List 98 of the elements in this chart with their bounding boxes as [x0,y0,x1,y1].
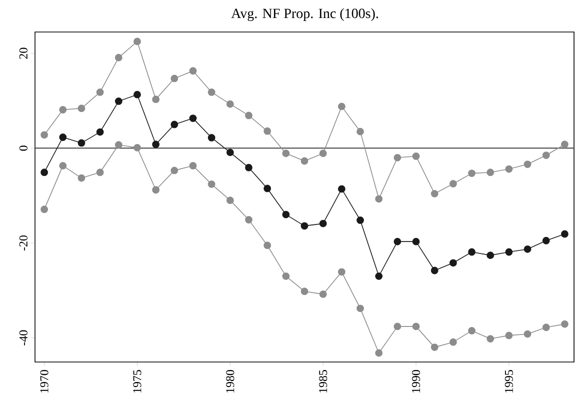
point [245,216,252,224]
point [375,195,383,203]
point [134,90,141,98]
point [338,268,346,276]
point [449,259,457,267]
point [189,67,197,75]
x-tick-label: 1980 [226,370,234,392]
point [96,88,104,96]
y-tick-label: 20 [19,48,28,59]
point [319,220,327,228]
x-tick-label: 1995 [504,370,513,392]
point [78,104,86,112]
point [114,98,122,105]
point [189,162,197,170]
point [505,332,513,340]
point [282,150,290,158]
point [134,38,141,46]
point [152,140,160,148]
point [561,320,568,328]
point [375,272,383,280]
point [40,131,48,139]
point [134,144,141,152]
point [524,160,532,168]
point [356,304,364,312]
point [561,140,568,148]
point [300,157,308,165]
point [468,248,476,256]
point [430,190,438,198]
point [226,148,234,156]
point [542,324,550,332]
point [300,222,308,230]
point [40,168,48,176]
point [319,290,327,298]
point [189,114,197,122]
point [59,134,67,141]
point [394,322,402,330]
point [412,322,420,330]
point [412,238,420,246]
point [208,180,216,188]
point [319,150,327,158]
point [394,154,402,162]
point [468,327,476,334]
point [226,100,234,108]
point [505,165,513,173]
point [59,106,67,114]
x-tick-label: 1975 [133,370,142,392]
point [486,168,494,176]
point [542,236,550,244]
y-tick-label: -20 [19,235,28,251]
point [245,112,252,120]
point [524,245,532,253]
point [114,54,122,62]
point [226,196,234,204]
point [96,168,104,176]
y-tick-label: -40 [19,330,28,346]
point [561,230,568,238]
point [170,166,178,174]
point [245,164,252,172]
point [356,216,364,224]
point [264,127,272,135]
point [505,248,513,256]
point [152,186,160,194]
point [524,330,532,338]
point [114,141,122,149]
x-tick-label: 1970 [40,370,48,392]
point [96,128,104,136]
point [338,185,346,193]
point [78,139,86,147]
x-tick-label: 1990 [412,370,420,392]
point [170,74,178,82]
point [338,102,346,110]
point [282,272,290,280]
point [449,180,457,188]
point [78,174,86,182]
point [282,210,290,218]
point [430,344,438,351]
chart-title: Avg. NF Prop. Inc (100s). [231,8,378,22]
point [356,128,364,136]
y-tick-label: 0 [19,146,28,151]
point [375,349,383,357]
point [542,152,550,159]
point [486,252,494,260]
point [449,338,457,346]
point [208,88,216,96]
point [412,152,420,160]
point [208,134,216,142]
x-tick-label: 1985 [319,370,328,392]
point [40,206,48,214]
point [170,120,178,128]
point [468,170,476,177]
point [152,96,160,104]
point [264,184,272,192]
point [486,335,494,342]
point [59,162,67,170]
point [394,238,402,246]
point [430,266,438,274]
point [264,242,272,250]
point [300,288,308,296]
